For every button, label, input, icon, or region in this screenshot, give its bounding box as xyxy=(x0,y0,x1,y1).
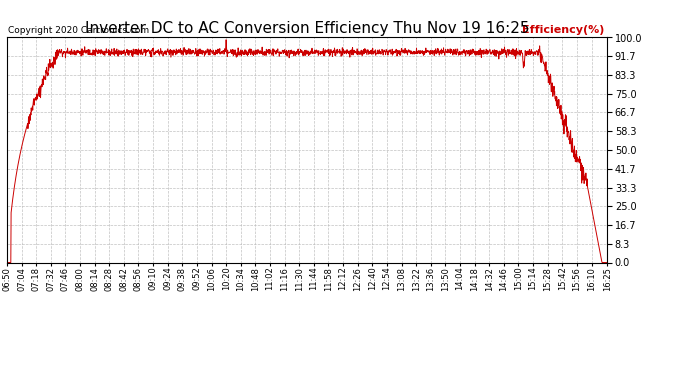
Text: Copyright 2020 Cartronics.com: Copyright 2020 Cartronics.com xyxy=(8,26,149,35)
Text: Efficiency(%): Efficiency(%) xyxy=(522,25,604,35)
Title: Inverter DC to AC Conversion Efficiency Thu Nov 19 16:25: Inverter DC to AC Conversion Efficiency … xyxy=(85,21,529,36)
